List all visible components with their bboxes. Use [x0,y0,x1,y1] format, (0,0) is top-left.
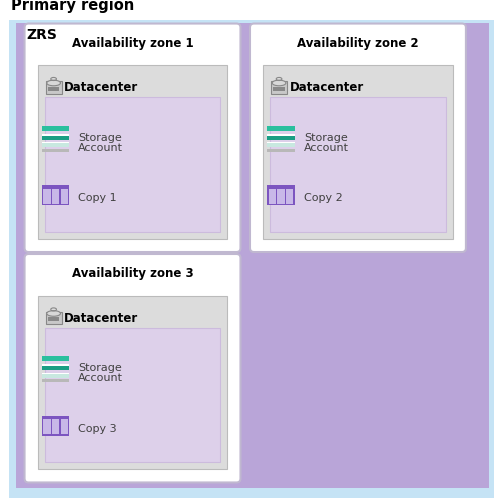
Bar [267,136,295,140]
Bar [52,317,56,321]
Bar [42,416,69,436]
Bar [55,87,59,91]
Bar [43,419,50,434]
Bar [52,189,59,204]
Bar [42,374,69,378]
Bar [48,87,52,91]
FancyBboxPatch shape [25,254,240,482]
Text: Storage: Storage [78,363,122,373]
Bar [45,97,220,232]
Bar [271,82,287,94]
Bar [267,126,295,131]
Bar [42,364,69,367]
Text: Copy 1: Copy 1 [78,193,117,203]
Bar [42,373,69,375]
Bar [42,142,69,144]
Ellipse shape [47,311,60,316]
Text: Datacenter: Datacenter [64,81,138,94]
Bar [274,87,278,91]
Text: Account: Account [304,143,349,153]
Text: Account: Account [78,373,123,383]
Ellipse shape [272,80,286,86]
Text: Datacenter: Datacenter [290,81,364,94]
Bar [267,142,295,144]
Bar [55,317,59,321]
Bar [42,366,69,370]
Bar [281,87,285,91]
Bar [42,379,69,382]
Text: Primary region: Primary region [11,0,134,13]
Text: Availability zone 1: Availability zone 1 [72,37,193,50]
Bar [267,149,295,152]
Bar [286,189,293,204]
Bar [278,189,285,204]
Bar [38,296,227,469]
Text: Copy 2: Copy 2 [304,193,343,203]
Bar [267,134,295,136]
Text: Account: Account [78,143,123,153]
Bar [42,126,69,131]
Bar [42,185,69,205]
Bar [38,65,227,239]
Bar [270,97,446,232]
Bar [267,143,295,147]
Bar [263,65,453,239]
Bar [42,356,69,361]
Bar [48,317,52,321]
Bar [52,87,56,91]
Text: Storage: Storage [78,133,122,143]
FancyBboxPatch shape [250,24,466,252]
Text: Copy 3: Copy 3 [78,424,117,434]
Bar [61,189,68,204]
Text: ZRS: ZRS [26,28,57,42]
Text: Datacenter: Datacenter [64,312,138,325]
Bar [45,312,62,324]
Bar [43,189,50,204]
Bar [269,189,276,204]
Bar [45,328,220,462]
Bar [42,149,69,152]
Bar [42,143,69,147]
Text: Availability zone 2: Availability zone 2 [297,37,419,50]
Bar [267,185,295,205]
Text: Storage: Storage [304,133,348,143]
Bar [42,134,69,136]
Ellipse shape [47,80,60,86]
Bar [42,136,69,140]
FancyBboxPatch shape [25,24,240,252]
Bar [45,82,62,94]
Text: Availability zone 3: Availability zone 3 [72,267,193,280]
Bar [61,419,68,434]
Bar [52,419,59,434]
Bar [277,87,281,91]
